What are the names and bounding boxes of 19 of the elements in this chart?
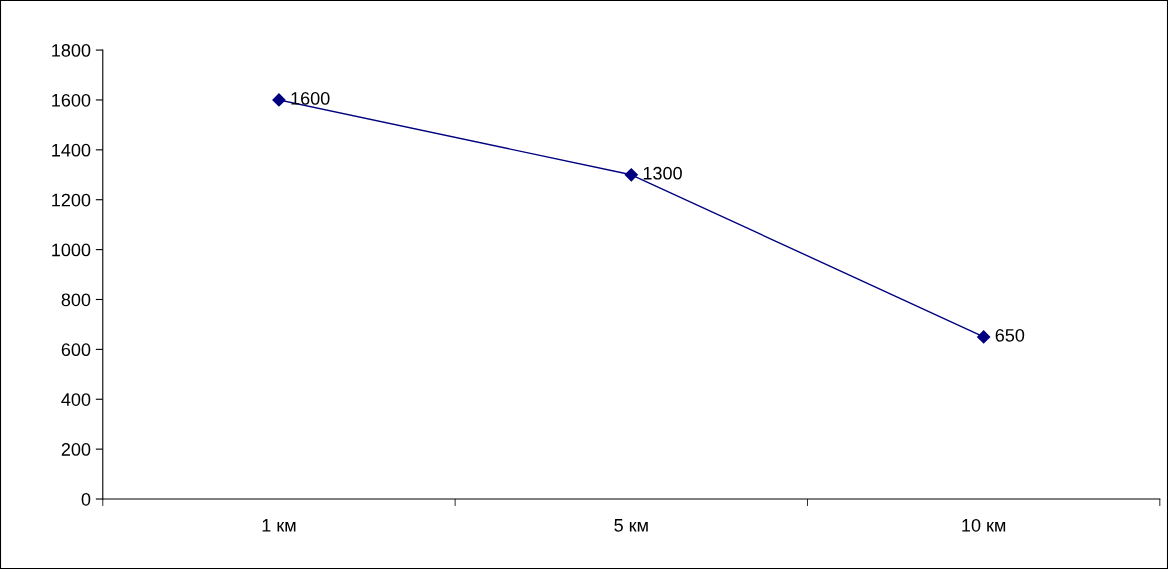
point [977, 330, 991, 344]
data-label: 1600 [291, 92, 330, 105]
x-tick-label: 5 км [614, 519, 648, 532]
data-label: 1300 [643, 166, 682, 180]
y-tick-label: 600 [61, 343, 91, 357]
y-tick-label: 400 [61, 393, 91, 406]
y-tick-label: 200 [61, 443, 91, 456]
y-tick-label: 1600 [52, 93, 91, 107]
data-label: 650 [995, 328, 1025, 342]
y-tick-label: 1000 [52, 243, 91, 257]
x-tick-label: 1 км [262, 519, 296, 532]
y-tick-label: 1400 [52, 143, 91, 157]
y-tick-label: 1200 [52, 193, 91, 207]
point [624, 168, 638, 182]
y-tick-label: 1800 [52, 44, 91, 57]
y-tick-label: 0 [81, 492, 91, 506]
x-tick-label: 10 км [962, 518, 1006, 532]
point [272, 93, 286, 107]
y-tick-label: 800 [61, 293, 91, 307]
